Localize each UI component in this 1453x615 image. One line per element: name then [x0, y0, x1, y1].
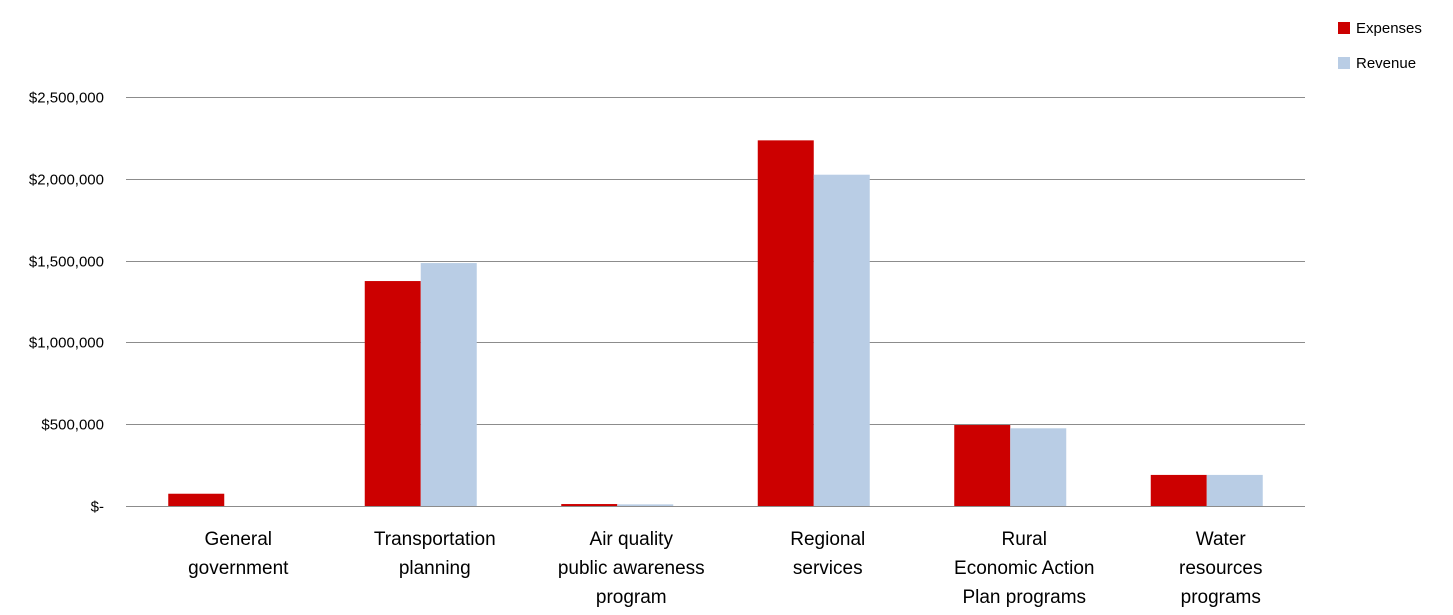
gridlines: [126, 97, 1305, 507]
legend-label-revenue: Revenue: [1356, 55, 1416, 72]
x-category-label: Economic Action: [954, 558, 1094, 579]
y-tick-label: $-: [91, 499, 104, 516]
x-axis-category-labels: General government Transportation planning A…: [188, 529, 1262, 608]
bar-expenses-1: [364, 281, 421, 506]
x-category-label: programs: [1181, 587, 1261, 608]
y-tick-label: $2,000,000: [29, 172, 104, 189]
x-category-label: General: [204, 529, 272, 550]
bar-revenue-3: [813, 174, 870, 506]
legend-label-expenses: Expenses: [1356, 20, 1422, 37]
x-category-label: Transportation: [374, 529, 496, 550]
x-category-label: Air quality: [590, 529, 674, 550]
y-tick-label: $1,500,000: [29, 254, 104, 271]
x-category-label: program: [596, 587, 667, 608]
x-category-label: Rural: [1002, 529, 1047, 550]
bar-revenue-1: [420, 263, 477, 506]
x-category-label: government: [188, 558, 289, 579]
y-tick-label: $2,500,000: [29, 90, 104, 107]
x-category-label: services: [793, 558, 863, 579]
x-category-label: Plan programs: [962, 587, 1086, 608]
bar-expenses-5: [1150, 474, 1207, 506]
x-category-label: resources: [1179, 558, 1262, 579]
legend: Expenses Revenue: [1338, 20, 1422, 72]
y-tick-label: $1,000,000: [29, 335, 104, 352]
bar-revenue-5: [1206, 474, 1263, 506]
bar-expenses-4: [954, 425, 1011, 506]
bars: [168, 140, 1263, 506]
y-axis-tick-labels: $- $500,000 $1,000,000 $1,500,000 $2,000,000…: [29, 90, 104, 516]
legend-swatch-expenses: [1338, 22, 1350, 34]
bar-expenses-0: [168, 493, 225, 506]
x-category-label: Regional: [790, 529, 865, 550]
bar-revenue-2: [617, 504, 674, 506]
bar-expenses-3: [757, 140, 814, 506]
bar-expenses-2: [561, 504, 618, 506]
x-category-label: public awareness: [558, 558, 705, 579]
bar-revenue-4: [1010, 428, 1067, 506]
y-tick-label: $500,000: [41, 417, 104, 434]
x-category-label: Water: [1196, 529, 1247, 550]
x-category-label: planning: [399, 558, 471, 579]
legend-swatch-revenue: [1338, 57, 1350, 69]
